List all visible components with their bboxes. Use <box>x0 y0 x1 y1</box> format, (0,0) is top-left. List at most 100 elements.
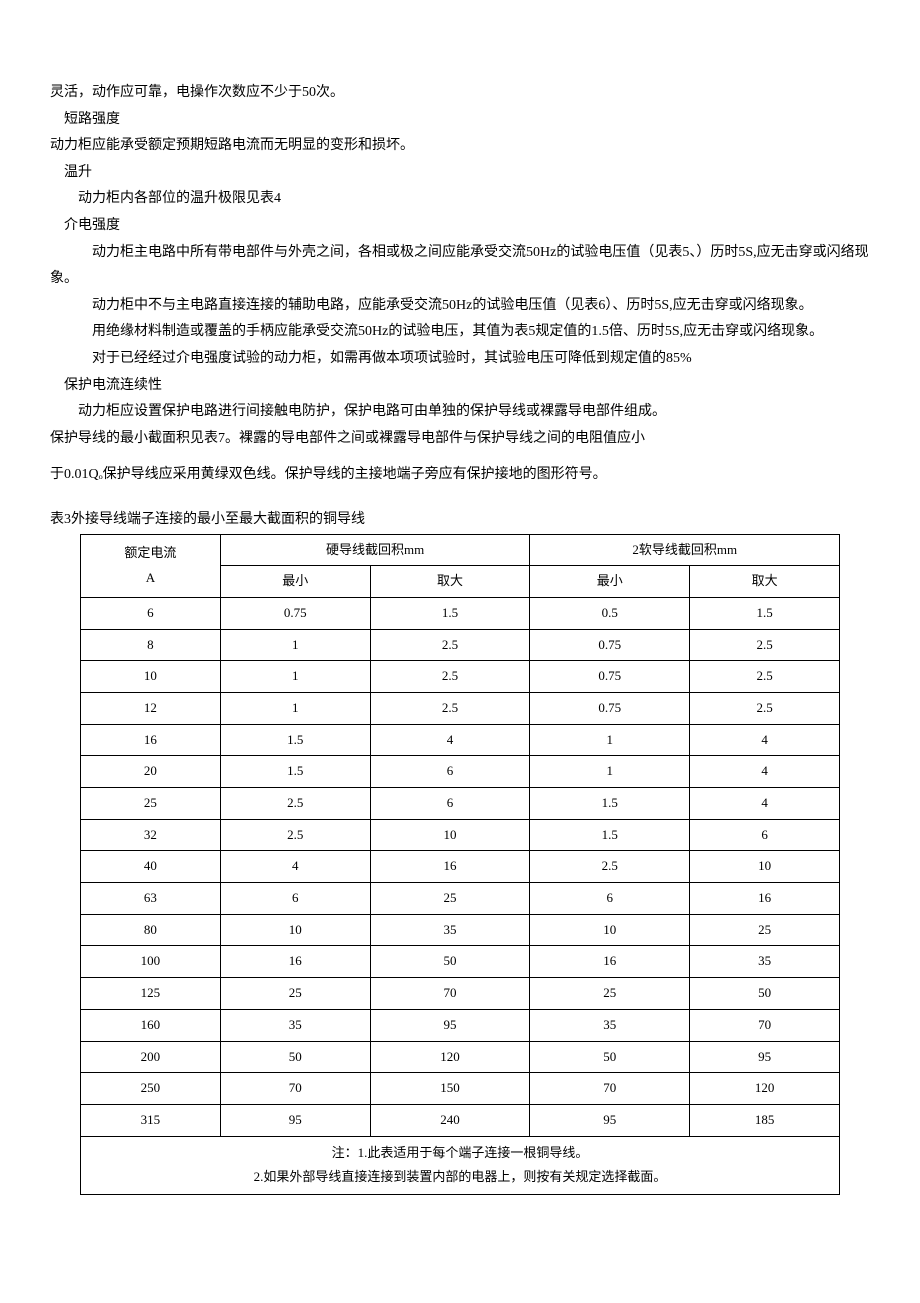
table-cell: 70 <box>370 978 530 1010</box>
table-row: 12525702550 <box>81 978 840 1010</box>
table-cell: 1 <box>530 724 690 756</box>
paragraph-text: 温升 <box>50 160 870 187</box>
table-cell: 1.5 <box>220 756 370 788</box>
conductor-cross-section-table: 额定电流 A 硬导线截回积mm 2软导线截回积mm 最小 取大 最小 取大 60… <box>80 534 840 1195</box>
table-cell: 70 <box>530 1073 690 1105</box>
table-cell: 1.5 <box>530 819 690 851</box>
paragraph-text: 动力柜应能承受额定预期短路电流而无明显的变形和损坏。 <box>50 133 870 160</box>
table-cell: 2.5 <box>370 692 530 724</box>
paragraph-text: 灵活，动作应可靠，电操作次数应不少于50次。 <box>50 80 870 107</box>
table-note: 2.如果外部导线直接连接到装置内部的电器上，则按有关规定选择截面。 <box>87 1165 833 1190</box>
paragraph-text: 动力柜中不与主电路直接连接的辅助电路，应能承受交流50Hz的试验电压值（见表6）… <box>50 293 870 320</box>
table-header-hard: 硬导线截回积mm <box>220 534 530 566</box>
table-cell: 4 <box>370 724 530 756</box>
table-cell: 16 <box>81 724 221 756</box>
table-row: 200501205095 <box>81 1041 840 1073</box>
paragraph-text: 短路强度 <box>50 107 870 134</box>
table-cell: 120 <box>370 1041 530 1073</box>
table-row: 161.5414 <box>81 724 840 756</box>
table-cell: 10 <box>370 819 530 851</box>
table-note: 注：1.此表适用于每个端子连接一根铜导线。 <box>87 1141 833 1166</box>
table-cell: 6 <box>81 597 221 629</box>
table-cell: 25 <box>81 788 221 820</box>
table-cell: 8 <box>81 629 221 661</box>
table-note-row: 注：1.此表适用于每个端子连接一根铜导线。 2.如果外部导线直接连接到装置内部的… <box>81 1136 840 1194</box>
table-cell: 95 <box>370 1009 530 1041</box>
table-cell: 4 <box>690 724 840 756</box>
table-cell: 16 <box>220 946 370 978</box>
paragraph-text: 动力柜内各部位的温升极限见表4 <box>50 186 870 213</box>
table-row: 2507015070120 <box>81 1073 840 1105</box>
table-cell: 63 <box>81 883 221 915</box>
table-cell: 1 <box>530 756 690 788</box>
table-row: 60.751.50.51.5 <box>81 597 840 629</box>
paragraph-text: 介电强度 <box>50 213 870 240</box>
table-cell: 50 <box>530 1041 690 1073</box>
table-row: 201.5614 <box>81 756 840 788</box>
table-cell: 1.5 <box>220 724 370 756</box>
table-cell: 1.5 <box>530 788 690 820</box>
table-cell: 120 <box>690 1073 840 1105</box>
table-cell: 16 <box>370 851 530 883</box>
table-cell: 10 <box>530 914 690 946</box>
table-cell: 1.5 <box>370 597 530 629</box>
table-cell: 2.5 <box>370 629 530 661</box>
table-row: 322.5101.56 <box>81 819 840 851</box>
table-cell: 6 <box>220 883 370 915</box>
table-cell: 6 <box>530 883 690 915</box>
paragraph-text: 于0.01Qₒ保护导线应采用黄绿双色线。保护导线的主接地端子旁应有保护接地的图形… <box>50 462 870 489</box>
table-cell: 0.75 <box>220 597 370 629</box>
table-cell: 4 <box>690 788 840 820</box>
header-label: 额定电流 <box>87 541 214 566</box>
table-cell: 16 <box>690 883 840 915</box>
table-cell: 150 <box>370 1073 530 1105</box>
table-cell: 250 <box>81 1073 221 1105</box>
table-cell: 4 <box>220 851 370 883</box>
table-body: 60.751.50.51.5812.50.752.51012.50.752.51… <box>81 597 840 1136</box>
table-cell: 2.5 <box>690 629 840 661</box>
table-cell: 6 <box>370 756 530 788</box>
table-row: 1212.50.752.5 <box>81 692 840 724</box>
table-row: 404162.510 <box>81 851 840 883</box>
table-row: 1012.50.752.5 <box>81 661 840 693</box>
table-cell: 0.75 <box>530 629 690 661</box>
table-cell: 1.5 <box>690 597 840 629</box>
table-cell: 25 <box>220 978 370 1010</box>
paragraph-text: 动力柜主电路中所有带电部件与外壳之间，各相或极之间应能承受交流50Hz的试验电压… <box>50 240 870 293</box>
table-subheader-min: 最小 <box>530 566 690 598</box>
table-cell: 1 <box>220 629 370 661</box>
table-row: 252.561.54 <box>81 788 840 820</box>
table-cell: 95 <box>220 1104 370 1136</box>
paragraph-text: 保护导线的最小截面积见表7。裸露的导电部件之间或裸露导电部件与保护导线之间的电阻… <box>50 426 870 453</box>
table-cell: 95 <box>690 1041 840 1073</box>
table-cell: 25 <box>370 883 530 915</box>
table-cell: 2.5 <box>690 661 840 693</box>
table-subheader-min: 最小 <box>220 566 370 598</box>
table-cell: 70 <box>690 1009 840 1041</box>
paragraph-text: 用绝缘材料制造或覆盖的手柄应能承受交流50Hz的试验电压，其值为表5规定值的1.… <box>50 319 870 346</box>
table-cell: 0.75 <box>530 661 690 693</box>
table-cell: 50 <box>220 1041 370 1073</box>
table-cell: 315 <box>81 1104 221 1136</box>
table-row: 63625616 <box>81 883 840 915</box>
table-cell: 35 <box>220 1009 370 1041</box>
table-cell: 125 <box>81 978 221 1010</box>
table-row: 8010351025 <box>81 914 840 946</box>
table-cell: 0.5 <box>530 597 690 629</box>
table-cell: 50 <box>370 946 530 978</box>
table-caption: 表3外接导线端子连接的最小至最大截面积的铜导线 <box>50 507 870 534</box>
paragraph-text: 动力柜应设置保护电路进行间接触电防护，保护电路可由单独的保护导线或裸露导电部件组… <box>50 399 870 426</box>
table-cell: 80 <box>81 914 221 946</box>
table-row: 3159524095185 <box>81 1104 840 1136</box>
table-cell: 32 <box>81 819 221 851</box>
table-cell: 2.5 <box>220 788 370 820</box>
table-cell: 160 <box>81 1009 221 1041</box>
table-cell: 2.5 <box>690 692 840 724</box>
table-cell: 50 <box>690 978 840 1010</box>
table-notes: 注：1.此表适用于每个端子连接一根铜导线。 2.如果外部导线直接连接到装置内部的… <box>81 1136 840 1194</box>
table-cell: 40 <box>81 851 221 883</box>
paragraph-text: 对于已经经过介电强度试验的动力柜，如需再做本项项试验时，其试验电压可降低到规定值… <box>50 346 870 373</box>
table-cell: 1 <box>220 661 370 693</box>
table-header-soft: 2软导线截回积mm <box>530 534 840 566</box>
table-cell: 100 <box>81 946 221 978</box>
